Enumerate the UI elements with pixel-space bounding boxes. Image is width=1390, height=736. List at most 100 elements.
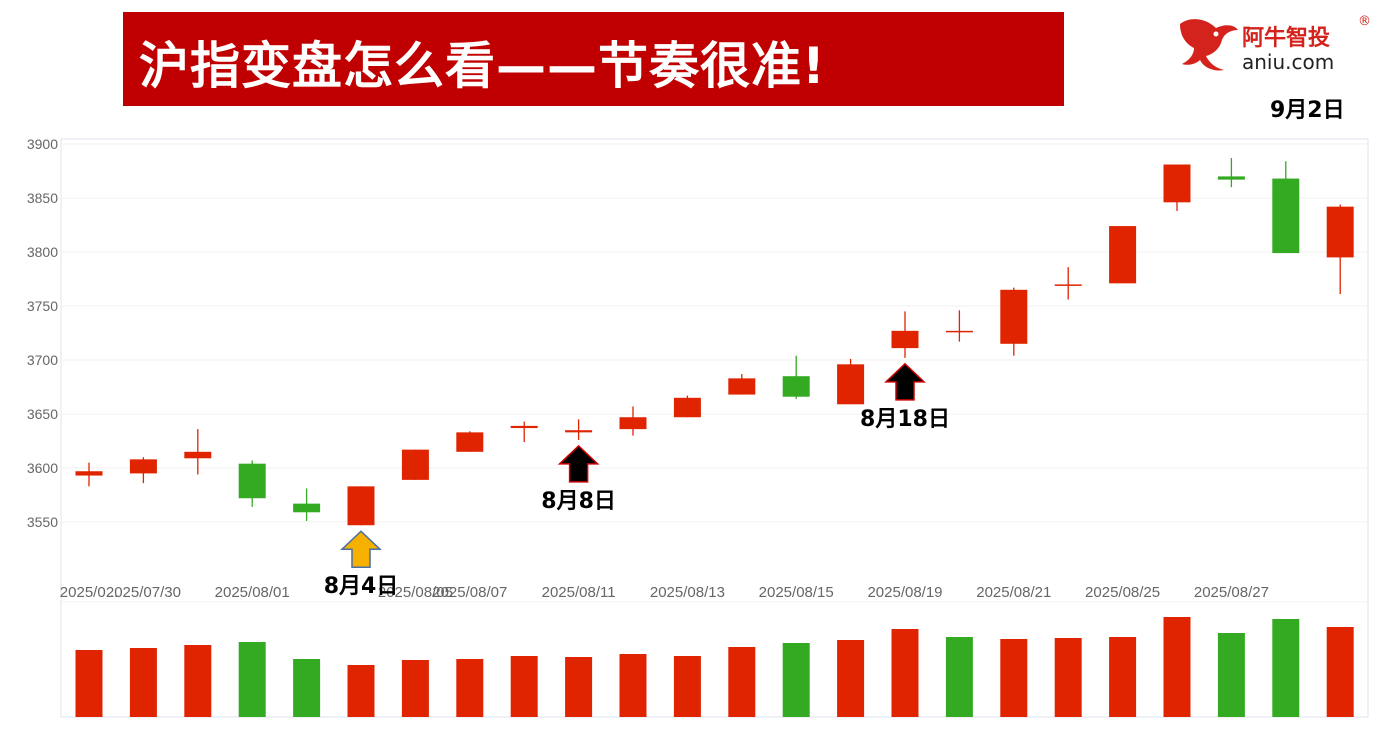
candle (619, 406, 647, 436)
x-tick-label: 2025/08/19 (867, 584, 942, 601)
candle (1326, 204, 1354, 295)
volume-bar (1326, 627, 1354, 717)
volume-bar (1217, 633, 1245, 717)
candle (945, 310, 973, 342)
y-tick-label: 3850 (27, 190, 58, 206)
candle (728, 374, 756, 395)
candle (1000, 287, 1028, 356)
x-tick-label: 2025/07/30 (106, 584, 181, 601)
y-tick-label: 3600 (27, 460, 58, 476)
volume-bar (1272, 619, 1300, 717)
volume-bar (510, 656, 538, 717)
candle-body (782, 376, 810, 397)
x-tick-label: 2025/08/25 (1085, 584, 1160, 601)
y-tick-label: 3800 (27, 244, 58, 260)
candle (456, 431, 484, 452)
candle (1054, 267, 1082, 300)
up-arrow-icon (557, 444, 600, 483)
volume-bar (945, 637, 973, 717)
volume-bar (1054, 638, 1082, 717)
candle-body (891, 330, 919, 349)
x-tick-label: 2025/08/13 (650, 584, 725, 601)
y-axis: 3550 3600 3650 3700 3750 3800 3850 3900 (27, 136, 58, 530)
volume-bar (891, 629, 919, 717)
volume-bar (1000, 639, 1028, 717)
volume-bar (184, 645, 212, 717)
candle (1109, 226, 1137, 284)
grid-lines (62, 143, 1367, 603)
y-tick-label: 3700 (27, 352, 58, 368)
x-tick-label: 2025/0... (60, 584, 118, 601)
candle-body (673, 397, 701, 418)
candle-body (347, 486, 375, 526)
banner-title: 沪指变盘怎么看——节奏很准! (139, 37, 826, 95)
candle-body (401, 449, 429, 480)
candle (401, 449, 429, 480)
logo-name: 阿牛智投 (1242, 26, 1331, 51)
candle (837, 358, 865, 405)
bull-logo-icon (1180, 19, 1238, 71)
date-label: 9月2日 (1270, 98, 1345, 123)
volume-bar (782, 643, 810, 717)
volume-bar (75, 650, 103, 717)
candle (510, 421, 538, 443)
candle-body (456, 432, 484, 452)
title-banner: 沪指变盘怎么看——节奏很准! (123, 12, 1064, 106)
volume-bar (347, 665, 375, 717)
y-tick-label: 3900 (27, 136, 58, 152)
candle-body (619, 417, 647, 430)
volume-bar (293, 659, 321, 717)
volume-bar (1163, 617, 1191, 717)
candle-body (1163, 164, 1191, 203)
candle-body (1109, 226, 1137, 284)
candle-body (565, 430, 593, 433)
annotation-label: 8月18日 (860, 407, 950, 432)
aniu-logo: 阿牛智投 ® aniu.com (1176, 14, 1376, 78)
annotation-label: 8月4日 (324, 574, 399, 599)
candle (1217, 158, 1245, 188)
y-tick-label: 3550 (27, 514, 58, 530)
annotations: 8月4日 8月8日 8月18日 (324, 362, 950, 599)
up-arrow-icon (340, 530, 382, 568)
candle-body (1217, 176, 1245, 180)
candle (891, 311, 919, 358)
x-tick-label: 2025/08/05 (378, 584, 453, 601)
chart-frame (60, 138, 1369, 718)
volume-bar (401, 660, 429, 717)
x-tick-label: 2025/08/27 (1194, 584, 1269, 601)
candle-body (1272, 178, 1300, 254)
volume-bars (75, 617, 1354, 717)
volume-bar (619, 654, 647, 717)
candles (75, 158, 1354, 526)
y-tick-label: 3650 (27, 406, 58, 422)
volume-bar (837, 640, 865, 717)
candle (565, 419, 593, 440)
candle (1272, 161, 1300, 254)
logo-domain: aniu.com (1242, 50, 1335, 74)
x-tick-label: 2025/08/07 (432, 584, 507, 601)
volume-bar (565, 657, 593, 717)
candle-body (728, 378, 756, 395)
volume-bar (456, 659, 484, 717)
candle (184, 429, 212, 475)
volume-bar (129, 648, 157, 717)
candle-body (1326, 206, 1354, 258)
candle (238, 460, 266, 507)
candle-body (1000, 289, 1028, 344)
candle (293, 488, 321, 521)
candle (75, 462, 103, 487)
x-tick-label: 2025/08/15 (759, 584, 834, 601)
candle-body (238, 463, 266, 499)
volume-bar (1109, 637, 1137, 717)
annotation-label: 8月8日 (541, 489, 616, 514)
candle (782, 355, 810, 399)
volume-bar (238, 642, 266, 717)
candle (347, 486, 375, 526)
x-tick-label: 2025/08/01 (215, 584, 290, 601)
volume-bar (673, 656, 701, 717)
candle (129, 457, 157, 484)
y-tick-label: 3750 (27, 298, 58, 314)
x-tick-label: 2025/08/21 (976, 584, 1051, 601)
x-tick-label: 2025/08/11 (542, 584, 616, 601)
